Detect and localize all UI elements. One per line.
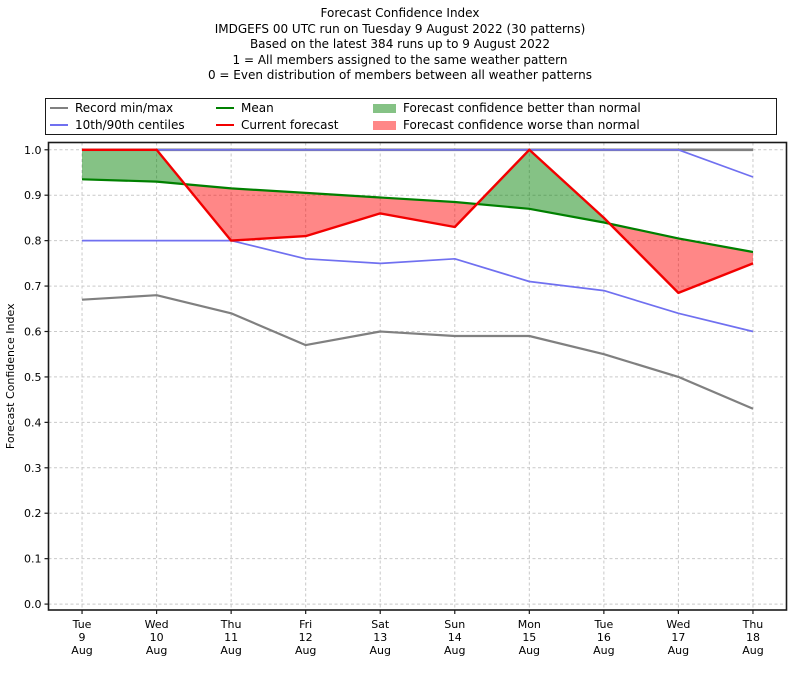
x-tick-label: Tue 16 Aug [593, 618, 614, 657]
record-min-line [81, 294, 754, 410]
worse-than-normal-fill [184, 184, 477, 241]
current-forecast-line-swatch [216, 123, 234, 127]
y-tick-label: 0.9 [24, 189, 42, 202]
x-tick-label: Thu 11 Aug [220, 618, 242, 657]
legend-label-mean: Mean [241, 101, 274, 115]
legend-item-record-minmax: Record min/max [50, 100, 216, 116]
y-tick-label: 0.8 [24, 235, 42, 248]
legend-item-mean: Mean [216, 100, 373, 116]
current-forecast-line [82, 148, 754, 295]
chart-note-zero: 0 = Even distribution of members between… [207, 68, 593, 82]
legend-item-current-forecast: Current forecast [216, 117, 373, 133]
legend-item-centiles: 10th/90th centiles [50, 117, 216, 133]
legend-label-current-forecast: Current forecast [241, 118, 339, 132]
y-axis-label: Forecast Confidence Index [4, 303, 17, 449]
y-tick-label: 0.7 [24, 280, 42, 293]
x-tick-label: Mon 15 Aug [518, 618, 541, 657]
legend-label-worse: Forecast confidence worse than normal [403, 118, 640, 132]
y-tick-label: 0.1 [24, 553, 42, 566]
legend-item-worse: Forecast confidence worse than normal [373, 117, 776, 133]
x-tick-label: Wed 17 Aug [666, 618, 690, 657]
y-tick-label: 0.0 [24, 598, 42, 611]
x-tick-label: Tue 9 Aug [71, 618, 92, 657]
chart-subtitle-runs: Based on the latest 384 runs up to 9 Aug… [249, 37, 551, 51]
x-tick-label: Sat 13 Aug [369, 618, 390, 657]
x-tick-label: Wed 10 Aug [145, 618, 169, 657]
better-than-normal-fill [476, 149, 610, 224]
legend-item-better: Forecast confidence better than normal [373, 100, 776, 116]
better-than-normal-fill [82, 149, 185, 185]
legend-label-record-minmax: Record min/max [75, 101, 174, 115]
x-tick-label: Sun 14 Aug [444, 618, 465, 657]
record-minmax-line-swatch [50, 106, 68, 110]
plot-frame [47, 141, 788, 611]
y-tick-label: 0.2 [24, 507, 42, 520]
x-tick-label: Fri 12 Aug [295, 618, 316, 657]
worse-than-normal-fill [609, 223, 753, 293]
worse-fill-swatch [373, 120, 396, 130]
y-tick-label: 0.4 [24, 416, 42, 429]
x-tick-label: Thu 18 Aug [742, 618, 764, 657]
legend-label-centiles: 10th/90th centiles [75, 118, 185, 132]
y-tick-label: 0.5 [24, 371, 42, 384]
y-tick-label: 0.3 [24, 462, 42, 475]
90th-centile-line [82, 148, 754, 178]
y-tick-label: 0.6 [24, 325, 42, 338]
mean-line [81, 178, 754, 254]
chart-note-one: 1 = All members assigned to the same wea… [232, 52, 568, 67]
legend-label-better: Forecast confidence better than normal [403, 101, 641, 115]
chart-subtitle-run: IMDGEFS 00 UTC run on Tuesday 9 August 2… [214, 21, 586, 36]
centiles-line-swatch [50, 123, 68, 127]
chart-legend: Record min/max Mean Forecast confidence … [45, 98, 777, 135]
mean-line-swatch [216, 106, 234, 110]
chart-title-line: Forecast Confidence Index [320, 6, 480, 20]
better-fill-swatch [373, 103, 396, 113]
y-tick-label: 1.0 [24, 144, 42, 157]
chart-title-block: Forecast Confidence Index IMDGEFS 00 UTC… [0, 6, 800, 84]
10th-centile-line [82, 239, 754, 333]
